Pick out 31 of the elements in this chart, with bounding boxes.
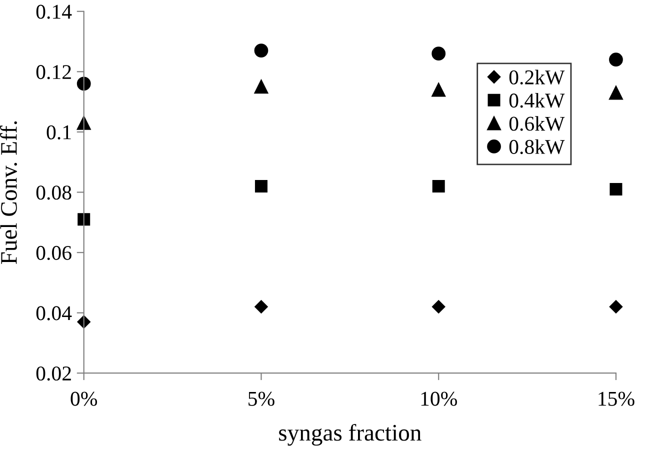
point xyxy=(432,300,446,314)
point xyxy=(254,180,268,192)
x-tick-label: 0% xyxy=(70,392,98,406)
legend-label: 0.8kW xyxy=(509,139,565,154)
legend-label: 0.4kW xyxy=(509,92,565,108)
point xyxy=(609,300,623,314)
point xyxy=(78,213,90,226)
y-tick-label: 0.12 xyxy=(36,65,71,80)
point xyxy=(76,76,91,91)
y-tick-label: 0.14 xyxy=(36,4,72,19)
y-tick-label: 0.02 xyxy=(36,366,71,381)
legend-label: 0.2kW xyxy=(509,70,565,85)
point xyxy=(432,82,446,97)
point xyxy=(254,300,268,314)
y-axis-title: Fuel Conv. Eff. xyxy=(0,121,18,264)
y-tick-label: 0.1 xyxy=(46,125,71,140)
x-tick-label: 5% xyxy=(248,392,274,406)
point xyxy=(254,80,268,94)
point xyxy=(610,182,622,196)
y-tick-label: 0.08 xyxy=(36,186,72,200)
point xyxy=(432,46,446,61)
x-axis-title: syngas fraction xyxy=(279,424,422,446)
point xyxy=(609,86,623,100)
y-tick-label: 0.06 xyxy=(36,246,72,260)
x-tick-label: 15% xyxy=(598,392,634,406)
point xyxy=(432,180,445,192)
point xyxy=(609,52,623,67)
point xyxy=(254,44,268,58)
x-tick-label: 10% xyxy=(421,392,457,406)
y-tick-label: 0.04 xyxy=(36,306,72,320)
legend-label: 0.6kW xyxy=(509,116,565,131)
